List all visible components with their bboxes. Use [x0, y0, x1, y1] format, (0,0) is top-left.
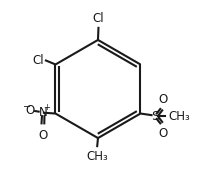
Text: CH₃: CH₃: [86, 150, 108, 163]
Text: O: O: [38, 129, 47, 142]
Text: O: O: [158, 127, 168, 140]
Text: N: N: [39, 106, 47, 119]
Text: Cl: Cl: [32, 54, 44, 67]
Text: Cl: Cl: [93, 12, 104, 25]
Text: O: O: [26, 104, 35, 117]
Text: −: −: [23, 101, 31, 112]
Text: O: O: [158, 93, 168, 106]
Text: S: S: [151, 110, 159, 123]
Text: CH₃: CH₃: [169, 110, 191, 123]
Text: +: +: [43, 103, 50, 112]
